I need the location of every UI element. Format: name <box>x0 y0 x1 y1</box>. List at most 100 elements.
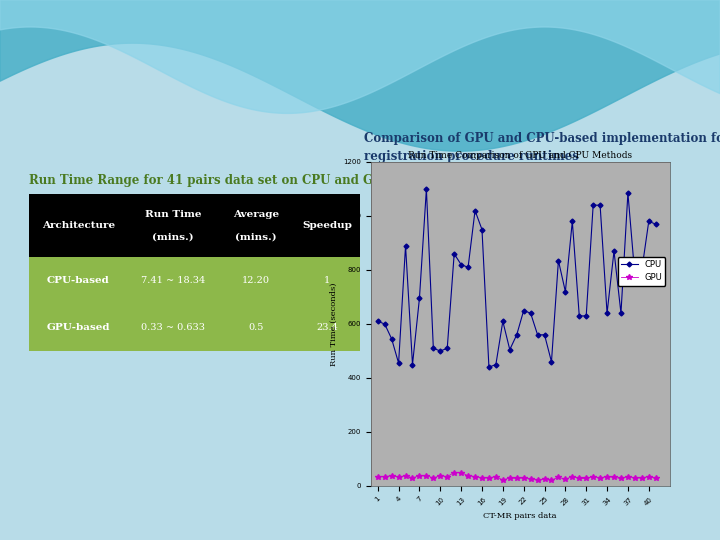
GPU <box>513 475 521 482</box>
GPU <box>387 472 396 479</box>
CPU <box>485 364 493 370</box>
CPU <box>408 361 417 368</box>
X-axis label: CT-MR pairs data: CT-MR pairs data <box>483 512 557 520</box>
Text: GPU-based: GPU-based <box>47 323 110 332</box>
Text: Comparison of GPU and CPU-based implementation for the
registration procedure ru: Comparison of GPU and CPU-based implemen… <box>364 132 720 163</box>
CPU <box>526 310 535 316</box>
CPU <box>401 242 410 249</box>
GPU <box>415 472 424 479</box>
CPU <box>395 360 403 366</box>
GPU <box>624 473 632 480</box>
GPU <box>485 475 493 481</box>
Text: 0.5: 0.5 <box>248 323 264 332</box>
GPU <box>464 472 472 479</box>
GPU <box>568 473 577 480</box>
Line: CPU: CPU <box>376 187 657 369</box>
CPU <box>582 313 590 319</box>
CPU <box>498 318 507 325</box>
CPU <box>471 207 480 214</box>
GPU <box>450 469 459 476</box>
Text: 12.20: 12.20 <box>242 276 270 285</box>
Text: 23.4: 23.4 <box>316 323 338 332</box>
Text: Architecture: Architecture <box>42 221 115 230</box>
CPU <box>492 361 500 368</box>
GPU <box>526 476 535 483</box>
CPU <box>456 261 465 268</box>
CPU <box>464 264 472 271</box>
CPU <box>610 248 618 254</box>
GPU <box>456 469 465 476</box>
GPU <box>422 472 431 479</box>
CPU <box>422 186 431 192</box>
CPU <box>374 318 382 325</box>
GPU <box>505 475 514 481</box>
Text: 0.33 ~ 0.633: 0.33 ~ 0.633 <box>141 323 205 332</box>
GPU <box>595 475 604 481</box>
CPU <box>554 257 563 264</box>
GPU <box>644 473 653 480</box>
CPU <box>450 251 459 257</box>
GPU <box>589 473 598 480</box>
CPU <box>637 267 646 273</box>
GPU <box>561 476 570 483</box>
CPU <box>631 272 639 279</box>
GPU <box>519 475 528 481</box>
Bar <box>29 194 360 257</box>
CPU <box>575 313 584 319</box>
GPU <box>547 477 556 483</box>
CPU <box>589 202 598 208</box>
CPU <box>429 345 438 352</box>
CPU <box>561 288 570 295</box>
Text: (mins.): (mins.) <box>235 233 276 241</box>
GPU <box>380 473 389 480</box>
CPU <box>603 310 611 316</box>
Line: GPU: GPU <box>375 470 659 483</box>
Text: (mins.): (mins.) <box>152 233 194 241</box>
Text: 1: 1 <box>324 276 330 285</box>
CPU <box>415 295 424 301</box>
CPU <box>616 310 625 316</box>
GPU <box>616 475 625 482</box>
Legend: CPU, GPU: CPU, GPU <box>618 257 665 286</box>
GPU <box>637 475 646 481</box>
CPU <box>540 332 549 338</box>
Text: Run Time: Run Time <box>145 210 201 219</box>
CPU <box>505 347 514 353</box>
GPU <box>652 475 660 482</box>
GPU <box>395 474 403 481</box>
CPU <box>624 190 632 196</box>
GPU <box>582 475 590 482</box>
Text: Run Time Range for 41 pairs data set on CPU and GPU: Run Time Range for 41 pairs data set on … <box>29 174 392 187</box>
CPU <box>534 332 542 338</box>
CPU <box>644 218 653 225</box>
Text: CPU-based: CPU-based <box>47 276 110 285</box>
GPU <box>631 475 639 481</box>
CPU <box>436 348 445 354</box>
CPU <box>652 221 660 227</box>
Y-axis label: Run Time (seconds): Run Time (seconds) <box>330 282 338 366</box>
CPU <box>443 345 451 352</box>
GPU <box>471 473 480 480</box>
CPU <box>477 226 486 233</box>
GPU <box>408 475 417 481</box>
Text: Speedup: Speedup <box>302 221 352 230</box>
CPU <box>387 335 396 342</box>
GPU <box>443 473 451 480</box>
GPU <box>477 475 486 481</box>
GPU <box>492 473 500 480</box>
Bar <box>29 257 360 304</box>
CPU <box>380 321 389 327</box>
CPU <box>519 307 528 314</box>
GPU <box>610 474 618 481</box>
GPU <box>436 472 445 479</box>
Text: Average: Average <box>233 210 279 219</box>
GPU <box>540 476 549 483</box>
GPU <box>401 472 410 479</box>
Text: 7.41 ~ 18.34: 7.41 ~ 18.34 <box>140 276 205 285</box>
GPU <box>374 473 382 480</box>
CPU <box>547 359 556 365</box>
GPU <box>429 475 438 481</box>
Bar <box>29 304 360 351</box>
Title: Run Time Comparison of GPU and CPU Methods: Run Time Comparison of GPU and CPU Metho… <box>408 151 632 160</box>
GPU <box>603 473 611 480</box>
